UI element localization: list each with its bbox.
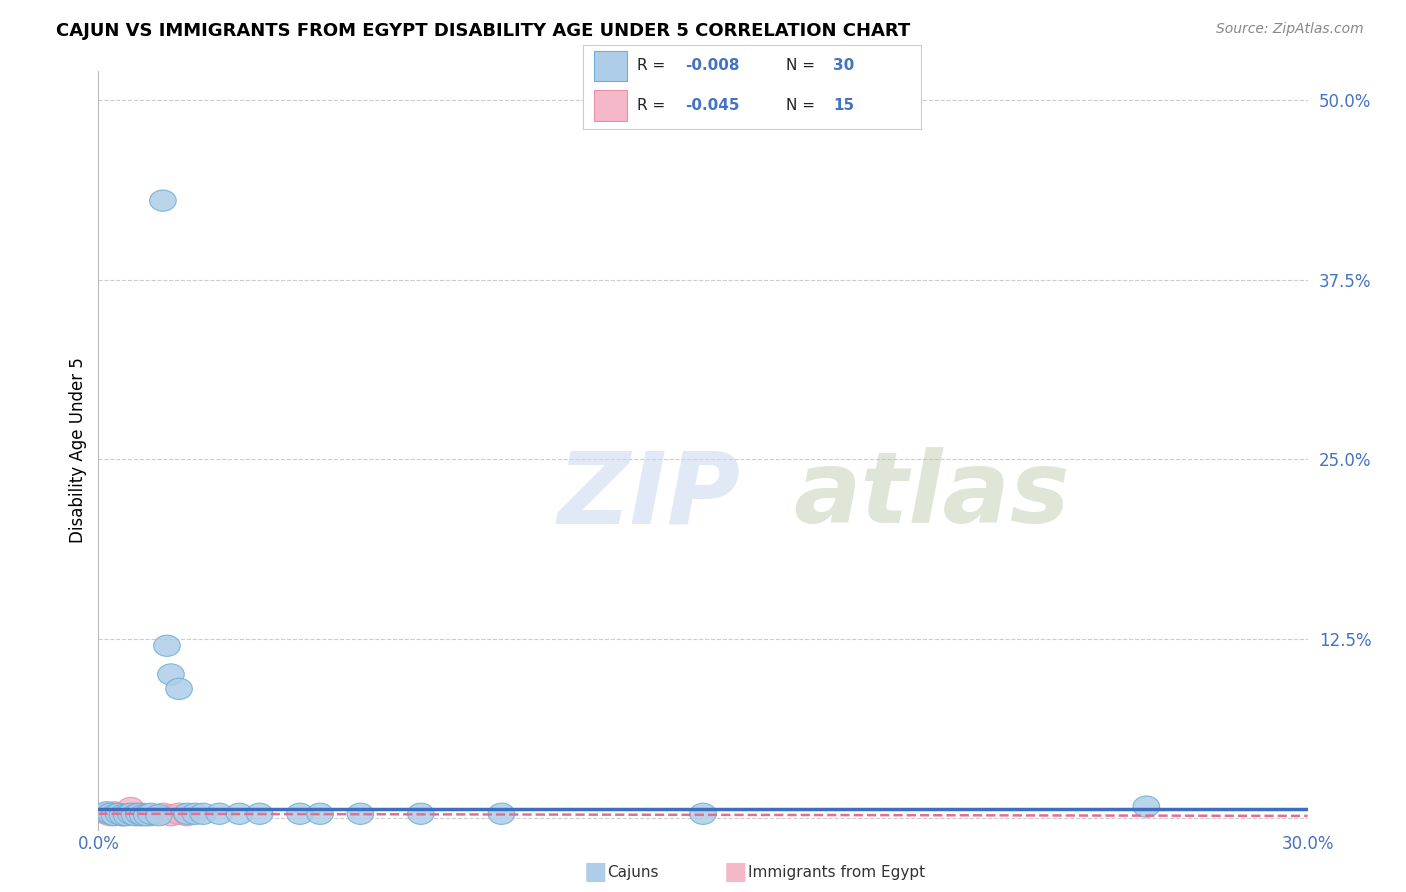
Ellipse shape bbox=[157, 664, 184, 685]
Ellipse shape bbox=[129, 805, 156, 826]
Ellipse shape bbox=[174, 805, 201, 826]
Ellipse shape bbox=[138, 805, 165, 826]
Ellipse shape bbox=[1133, 796, 1160, 817]
Ellipse shape bbox=[134, 805, 160, 826]
Ellipse shape bbox=[121, 803, 148, 824]
Ellipse shape bbox=[105, 803, 132, 824]
Ellipse shape bbox=[105, 803, 132, 824]
Text: ■: ■ bbox=[583, 861, 607, 884]
Ellipse shape bbox=[93, 803, 120, 824]
Ellipse shape bbox=[101, 805, 128, 826]
Ellipse shape bbox=[114, 803, 141, 824]
Ellipse shape bbox=[287, 803, 314, 824]
Text: R =: R = bbox=[637, 98, 671, 113]
Ellipse shape bbox=[125, 805, 152, 826]
Ellipse shape bbox=[110, 805, 136, 826]
Text: atlas: atlas bbox=[793, 448, 1070, 544]
Ellipse shape bbox=[149, 803, 176, 824]
Ellipse shape bbox=[149, 190, 176, 211]
Text: R =: R = bbox=[637, 58, 671, 73]
Ellipse shape bbox=[93, 802, 120, 823]
Text: 30: 30 bbox=[834, 58, 855, 73]
Ellipse shape bbox=[117, 803, 143, 824]
Text: N =: N = bbox=[786, 98, 820, 113]
Text: ■: ■ bbox=[724, 861, 748, 884]
Text: N =: N = bbox=[786, 58, 820, 73]
Ellipse shape bbox=[114, 805, 141, 826]
Text: 15: 15 bbox=[834, 98, 855, 113]
Text: -0.045: -0.045 bbox=[685, 98, 740, 113]
Text: Immigrants from Egypt: Immigrants from Egypt bbox=[748, 865, 925, 880]
Ellipse shape bbox=[125, 803, 152, 824]
Ellipse shape bbox=[146, 805, 172, 826]
Ellipse shape bbox=[181, 803, 208, 824]
Ellipse shape bbox=[117, 797, 143, 819]
Text: ZIP: ZIP bbox=[558, 448, 741, 544]
Y-axis label: Disability Age Under 5: Disability Age Under 5 bbox=[69, 358, 87, 543]
Bar bbox=[593, 51, 627, 81]
Text: Source: ZipAtlas.com: Source: ZipAtlas.com bbox=[1216, 22, 1364, 37]
Ellipse shape bbox=[174, 803, 201, 824]
Ellipse shape bbox=[488, 803, 515, 824]
Ellipse shape bbox=[690, 803, 716, 824]
Ellipse shape bbox=[166, 678, 193, 699]
Ellipse shape bbox=[307, 803, 333, 824]
Ellipse shape bbox=[97, 805, 124, 826]
Text: CAJUN VS IMMIGRANTS FROM EGYPT DISABILITY AGE UNDER 5 CORRELATION CHART: CAJUN VS IMMIGRANTS FROM EGYPT DISABILIT… bbox=[56, 22, 911, 40]
Ellipse shape bbox=[190, 803, 217, 824]
Ellipse shape bbox=[97, 803, 124, 824]
Bar bbox=[593, 90, 627, 120]
Ellipse shape bbox=[347, 803, 374, 824]
Ellipse shape bbox=[166, 803, 193, 824]
Ellipse shape bbox=[207, 803, 232, 824]
Ellipse shape bbox=[121, 805, 148, 826]
Ellipse shape bbox=[138, 803, 165, 824]
Text: Cajuns: Cajuns bbox=[607, 865, 659, 880]
Text: -0.008: -0.008 bbox=[685, 58, 740, 73]
Ellipse shape bbox=[408, 803, 434, 824]
Ellipse shape bbox=[246, 803, 273, 824]
Ellipse shape bbox=[226, 803, 253, 824]
Ellipse shape bbox=[153, 635, 180, 657]
Ellipse shape bbox=[157, 805, 184, 826]
Ellipse shape bbox=[110, 805, 136, 826]
Ellipse shape bbox=[101, 802, 128, 823]
Ellipse shape bbox=[129, 803, 156, 824]
